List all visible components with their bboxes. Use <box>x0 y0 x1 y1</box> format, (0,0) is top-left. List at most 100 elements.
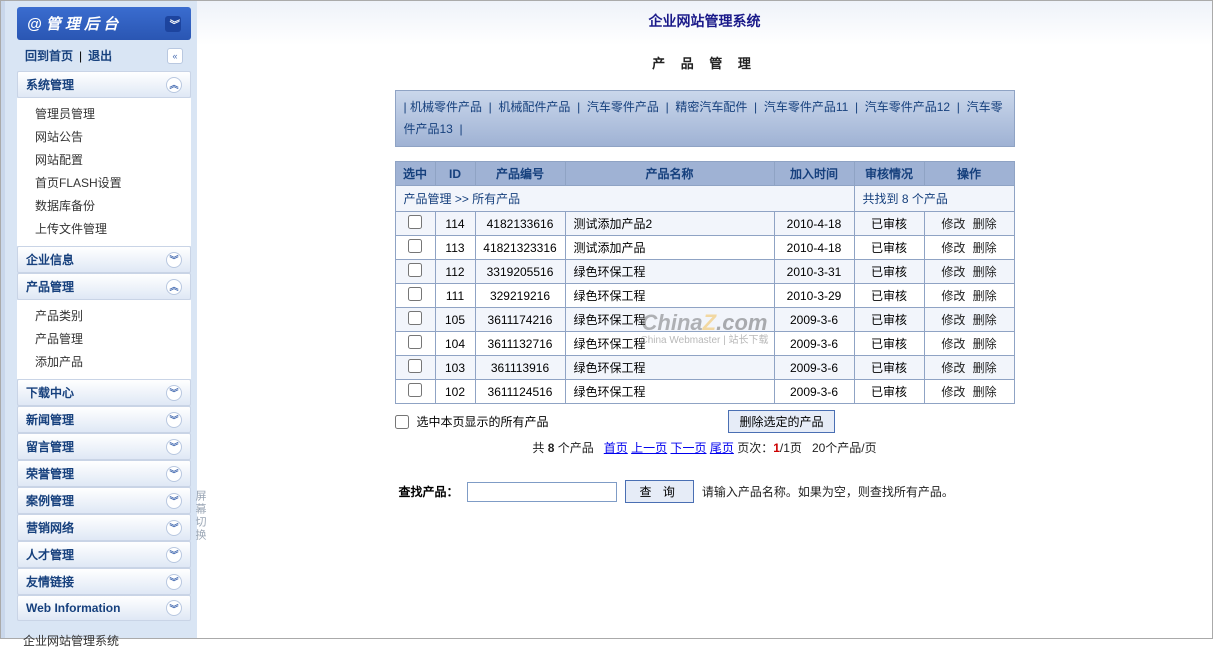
panel-header-留言管理[interactable]: 留言管理︾ <box>17 433 191 460</box>
chevron-left-icon[interactable]: « <box>167 48 183 64</box>
cell-status: 已审核 <box>854 332 924 356</box>
cell-status: 已审核 <box>854 212 924 236</box>
cell-status: 已审核 <box>854 308 924 332</box>
sidebar-item[interactable]: 网站公告 <box>17 125 191 148</box>
sidebar-item[interactable]: 产品类别 <box>17 304 191 327</box>
table-row: 1053611174216绿色环保工程2009-3-6已审核修改 删除 <box>395 308 1014 332</box>
panel-header-人才管理[interactable]: 人才管理︾ <box>17 541 191 568</box>
category-link[interactable]: 汽车零件产品11 <box>764 100 848 114</box>
pager-next[interactable]: 下一页 <box>671 441 707 455</box>
cell-name: 绿色环保工程 <box>565 332 774 356</box>
chevron-icon: ︾ <box>166 466 182 482</box>
sidebar-item[interactable]: 数据库备份 <box>17 194 191 217</box>
edit-link[interactable]: 修改 <box>941 361 965 375</box>
category-link[interactable]: 机械零件产品 <box>410 100 482 114</box>
panel-header-产品管理[interactable]: 产品管理︽ <box>17 273 191 300</box>
panel-header-荣誉管理[interactable]: 荣誉管理︾ <box>17 460 191 487</box>
chevron-icon: ︾ <box>166 252 182 268</box>
cell-status: 已审核 <box>854 356 924 380</box>
chevron-icon: ︾ <box>166 574 182 590</box>
delete-selected-button[interactable]: 删除选定的产品 <box>728 410 834 433</box>
search-input[interactable] <box>467 482 617 502</box>
search-button[interactable]: 查 询 <box>625 480 694 503</box>
row-checkbox[interactable] <box>408 359 422 373</box>
pager: 共 8 个产品 首页 上一页 下一页 尾页 页次：1/1页 20个产品/页 <box>395 439 1015 456</box>
sidebar-item[interactable]: 产品管理 <box>17 327 191 350</box>
cell-date: 2010-4-18 <box>774 236 854 260</box>
row-checkbox[interactable] <box>408 335 422 349</box>
pager-first[interactable]: 首页 <box>604 441 628 455</box>
panel-header-友情链接[interactable]: 友情链接︾ <box>17 568 191 595</box>
delete-link[interactable]: 删除 <box>973 241 997 255</box>
table-row: 1144182133616测试添加产品22010-4-18已审核修改 删除 <box>395 212 1014 236</box>
delete-link[interactable]: 删除 <box>973 337 997 351</box>
pager-last[interactable]: 尾页 <box>710 441 734 455</box>
main-content: 企业网站管理系统 产 品 管 理 | 机械零件产品 | 机械配件产品 | 汽车零… <box>197 1 1212 638</box>
chevron-icon: ︾ <box>166 493 182 509</box>
sidebar-item[interactable]: 首页FLASH设置 <box>17 171 191 194</box>
panel-header-Web Information[interactable]: Web Information︾ <box>17 595 191 621</box>
chevron-icon: ︾ <box>166 439 182 455</box>
delete-link[interactable]: 删除 <box>973 289 997 303</box>
cell-status: 已审核 <box>854 236 924 260</box>
cell-name: 测试添加产品2 <box>565 212 774 236</box>
row-checkbox[interactable] <box>408 311 422 325</box>
row-checkbox[interactable] <box>408 263 422 277</box>
edit-link[interactable]: 修改 <box>941 385 965 399</box>
cell-status: 已审核 <box>854 380 924 404</box>
sidebar: @ 管 理 后 台 ︾ 回到首页 | 退出 « 系统管理︽管理员管理网站公告网站… <box>1 1 197 638</box>
cell-status: 已审核 <box>854 260 924 284</box>
panel-header-案例管理[interactable]: 案例管理︾ <box>17 487 191 514</box>
edit-link[interactable]: 修改 <box>941 217 965 231</box>
panel-header-系统管理[interactable]: 系统管理︽ <box>17 71 191 98</box>
panel-header-企业信息[interactable]: 企业信息︾ <box>17 246 191 273</box>
category-link[interactable]: 机械配件产品 <box>498 100 570 114</box>
screen-toggle[interactable]: 屏幕切换 <box>196 490 208 542</box>
cell-date: 2009-3-6 <box>774 308 854 332</box>
edit-link[interactable]: 修改 <box>941 241 965 255</box>
edit-link[interactable]: 修改 <box>941 289 965 303</box>
edit-link[interactable]: 修改 <box>941 265 965 279</box>
delete-link[interactable]: 删除 <box>973 265 997 279</box>
sidebar-item[interactable]: 上传文件管理 <box>17 217 191 240</box>
sidebar-item[interactable]: 管理员管理 <box>17 102 191 125</box>
delete-link[interactable]: 删除 <box>973 385 997 399</box>
select-all-checkbox[interactable] <box>395 415 409 429</box>
row-checkbox[interactable] <box>408 383 422 397</box>
row-checkbox[interactable] <box>408 215 422 229</box>
delete-link[interactable]: 删除 <box>973 313 997 327</box>
category-link[interactable]: 汽车零件产品 <box>587 100 659 114</box>
column-header: 选中 <box>395 162 435 186</box>
panel-header-新闻管理[interactable]: 新闻管理︾ <box>17 406 191 433</box>
chevron-down-icon[interactable]: ︾ <box>165 16 181 32</box>
pager-prev[interactable]: 上一页 <box>631 441 667 455</box>
sidebar-item[interactable]: 添加产品 <box>17 350 191 373</box>
column-header: 操作 <box>924 162 1014 186</box>
chevron-icon: ︽ <box>166 279 182 295</box>
panel-header-下载中心[interactable]: 下载中心︾ <box>17 379 191 406</box>
sidebar-item[interactable]: 网站配置 <box>17 148 191 171</box>
cell-date: 2010-3-29 <box>774 284 854 308</box>
page-title: 产 品 管 理 <box>197 45 1212 90</box>
column-header: 产品编号 <box>475 162 565 186</box>
delete-link[interactable]: 删除 <box>973 217 997 231</box>
logout-link[interactable]: 退出 <box>88 47 112 64</box>
delete-link[interactable]: 删除 <box>973 361 997 375</box>
cell-id: 112 <box>435 260 475 284</box>
category-bar: | 机械零件产品 | 机械配件产品 | 汽车零件产品 | 精密汽车配件 | 汽车… <box>395 90 1015 147</box>
cell-code: 41821323316 <box>475 236 565 260</box>
row-checkbox[interactable] <box>408 239 422 253</box>
cell-code: 3611132716 <box>475 332 565 356</box>
edit-link[interactable]: 修改 <box>941 313 965 327</box>
panel-header-营销网络[interactable]: 营销网络︾ <box>17 514 191 541</box>
table-row: 103361113916绿色环保工程2009-3-6已审核修改 删除 <box>395 356 1014 380</box>
category-link[interactable]: 精密汽车配件 <box>675 100 747 114</box>
chevron-icon: ︽ <box>166 77 182 93</box>
edit-link[interactable]: 修改 <box>941 337 965 351</box>
back-home-link[interactable]: 回到首页 <box>25 47 73 64</box>
category-link[interactable]: 汽车零件产品12 <box>865 100 950 114</box>
cell-date: 2009-3-6 <box>774 380 854 404</box>
cell-date: 2010-4-18 <box>774 212 854 236</box>
row-checkbox[interactable] <box>408 287 422 301</box>
table-row: 1023611124516绿色环保工程2009-3-6已审核修改 删除 <box>395 380 1014 404</box>
